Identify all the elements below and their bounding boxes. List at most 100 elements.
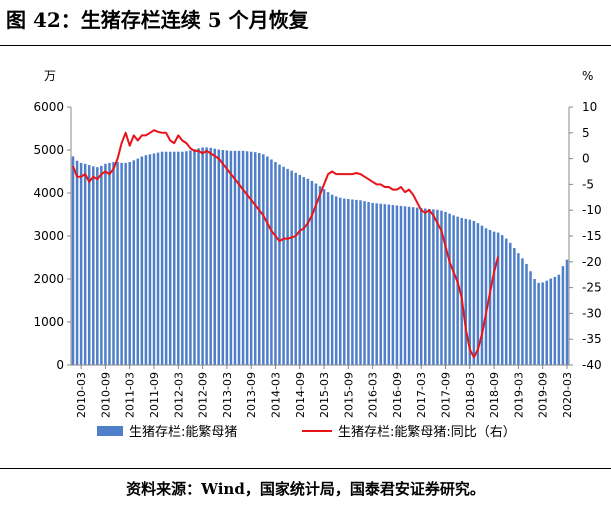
bar: [92, 166, 95, 365]
bar: [83, 163, 87, 365]
bar: [213, 148, 216, 365]
x-tick-label: 2013-03: [221, 372, 234, 418]
bar: [500, 235, 504, 365]
bar: [152, 153, 156, 365]
axes: 0 1000 2000 3000 4000 5000 6000 万 -40 -35 -30 -25 -2…: [33, 69, 601, 418]
chart: 0 1000 2000 3000 4000 5000 6000 万 -40 -35 -30 -25 -2…: [33, 69, 601, 440]
bar: [278, 164, 281, 365]
bar: [557, 274, 561, 365]
bar-series: [71, 147, 569, 365]
bar: [241, 150, 245, 365]
bar: [444, 211, 447, 365]
bar: [96, 167, 99, 365]
bar: [258, 153, 261, 365]
bar: [395, 205, 399, 365]
bar: [553, 276, 557, 365]
bar: [347, 199, 350, 365]
right-unit-label: %: [582, 69, 593, 83]
left-tick-label: 1000: [33, 315, 64, 329]
x-tick-label: 2019-03: [512, 372, 525, 418]
x-tick-label: 2011-09: [148, 372, 161, 418]
bar: [355, 199, 358, 365]
bar: [172, 151, 176, 365]
left-tick-label: 4000: [33, 186, 64, 200]
x-tick-label: 2016-03: [367, 372, 380, 418]
bar: [189, 150, 192, 365]
bar: [509, 242, 512, 365]
bar: [504, 238, 508, 365]
bar: [359, 200, 362, 365]
bar: [132, 160, 136, 365]
bar: [87, 165, 91, 365]
bar: [177, 151, 180, 365]
bar: [367, 202, 370, 365]
bar: [432, 209, 435, 365]
legend-bar-label: 生猪存栏:能繁母猪: [129, 424, 237, 440]
x-tick-label: 2014-03: [269, 372, 282, 418]
bar: [379, 203, 382, 365]
left-unit-label: 万: [44, 69, 56, 83]
x-tick-label: 2015-03: [318, 372, 331, 418]
bar: [290, 170, 293, 365]
bar: [565, 259, 569, 365]
bar: [436, 209, 439, 365]
x-tick-label: 2020-03: [561, 372, 574, 418]
bar: [270, 159, 273, 365]
bar: [124, 162, 127, 365]
bar: [525, 263, 528, 365]
bar: [513, 248, 516, 365]
bar: [541, 282, 544, 365]
right-tick-label: -10: [582, 203, 602, 217]
bar: [75, 160, 79, 365]
left-tick-label: 2000: [33, 272, 64, 286]
left-tick-label: 0: [56, 358, 64, 372]
bar: [185, 151, 188, 365]
bar: [411, 207, 415, 365]
bar: [492, 231, 496, 365]
bar: [181, 151, 184, 365]
x-tick-label: 2010-03: [75, 372, 88, 418]
bar: [415, 207, 419, 365]
x-tick-label: 2018-09: [488, 372, 501, 418]
x-tick-label: 2012-09: [197, 372, 210, 418]
right-tick-label: 5: [582, 126, 590, 140]
bar: [310, 180, 314, 365]
bar: [112, 162, 115, 365]
bar: [104, 163, 107, 365]
right-tick-label: -15: [582, 229, 602, 243]
bar: [403, 206, 407, 365]
bar: [298, 174, 302, 365]
bar: [221, 150, 225, 365]
legend: 生猪存栏:能繁母猪 生猪存栏:能繁母猪:同比（右）: [97, 424, 516, 440]
right-tick-label: 0: [582, 152, 590, 166]
bar: [233, 150, 237, 365]
yoy-line: [72, 129, 500, 359]
bar: [168, 151, 172, 365]
bar: [225, 150, 229, 365]
bar: [282, 166, 285, 365]
bar: [71, 156, 75, 365]
bar: [326, 192, 330, 365]
bar: [294, 172, 297, 365]
bar: [375, 203, 378, 365]
bar: [156, 152, 160, 365]
left-tick-label: 5000: [33, 143, 64, 157]
bar: [120, 162, 123, 365]
line-series: [72, 129, 500, 359]
bar: [363, 201, 366, 365]
bar: [197, 148, 200, 365]
header-rule: [0, 45, 611, 46]
bar: [144, 155, 148, 365]
bar: [229, 150, 233, 365]
bar: [338, 197, 342, 365]
bar: [266, 156, 269, 365]
x-tick-label: 2016-09: [391, 372, 404, 418]
bar: [164, 151, 168, 365]
bar: [472, 220, 476, 365]
bar: [209, 147, 212, 365]
source-note: 资料来源：Wind，国家统计局，国泰君安证券研究。: [126, 480, 485, 498]
bar: [343, 198, 346, 365]
bar: [249, 151, 253, 365]
bar: [424, 208, 427, 365]
x-tick-label: 2012-03: [172, 372, 185, 418]
